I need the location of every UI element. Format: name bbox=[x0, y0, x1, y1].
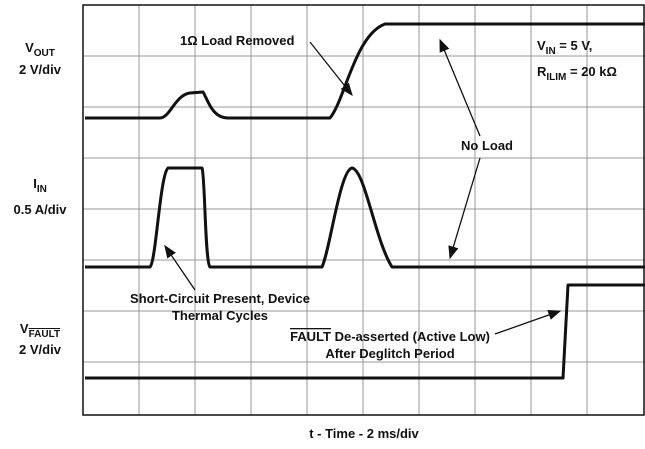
label-sub: IN bbox=[546, 46, 556, 57]
vfault-trace bbox=[85, 283, 645, 380]
annotation: Thermal Cycles bbox=[172, 308, 268, 323]
label-main: V bbox=[20, 321, 29, 336]
iin-trace bbox=[85, 166, 645, 269]
label-sub: OUT bbox=[34, 48, 55, 59]
plot-frame bbox=[82, 4, 645, 416]
condition-vin: VIN = 5 V, bbox=[537, 38, 592, 57]
annotation: FAULT De-asserted (Active Low) bbox=[290, 329, 490, 344]
annotation: After Deglitch Period bbox=[325, 346, 454, 361]
condition-rilim: RILIM = 20 kΩ bbox=[537, 64, 617, 83]
label-rest: De-asserted (Active Low) bbox=[331, 329, 490, 344]
vout-scale: 2 V/div bbox=[19, 62, 62, 77]
label-main: V bbox=[25, 40, 34, 55]
label-main: V bbox=[537, 38, 546, 53]
label-sub: IN bbox=[37, 184, 47, 195]
label-sub: ILIM bbox=[546, 72, 566, 83]
label-main: I bbox=[33, 176, 37, 191]
label-rest: = 5 V, bbox=[556, 38, 593, 53]
x-axis-label: t - Time - 2 ms/div bbox=[309, 426, 419, 441]
label-sub: FAULT bbox=[29, 329, 60, 340]
label-main: R bbox=[537, 64, 547, 79]
annotation: Short-Circuit Present, Device bbox=[130, 291, 310, 306]
label-rest: = 20 kΩ bbox=[566, 64, 617, 79]
arrow bbox=[164, 244, 196, 291]
vout-trace bbox=[85, 22, 645, 120]
iin-scale: 0.5 A/div bbox=[14, 202, 68, 217]
vfault-label: VFAULT bbox=[20, 321, 60, 340]
vout-label: VOUT bbox=[25, 40, 55, 59]
arrow bbox=[309, 41, 353, 97]
arrow bbox=[448, 157, 481, 260]
arrow bbox=[439, 38, 481, 137]
arrow bbox=[494, 310, 562, 335]
iin-label: IIN bbox=[33, 176, 47, 195]
annotation: No Load bbox=[461, 138, 513, 153]
grid bbox=[83, 5, 645, 415]
vfault-scale: 2 V/div bbox=[19, 342, 62, 357]
label-main: FAULT bbox=[290, 329, 331, 344]
annotation: 1Ω Load Removed bbox=[180, 33, 295, 48]
